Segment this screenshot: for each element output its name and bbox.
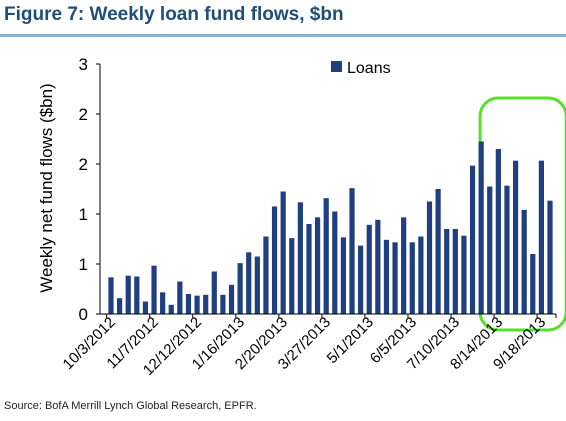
figure-title: Figure 7: Weekly loan fund flows, $bn bbox=[4, 4, 344, 25]
bar-loans-21 bbox=[289, 238, 295, 314]
bar-loans-3 bbox=[134, 276, 140, 314]
bar-loans-51 bbox=[547, 200, 553, 314]
bar-loans-19 bbox=[271, 206, 278, 314]
bar-loans-17 bbox=[254, 256, 260, 314]
bar-loans-33 bbox=[392, 242, 398, 314]
x-tick-label: 5/1/2013 bbox=[324, 314, 377, 367]
y-axis-title: Weekly net fund flows ($bn) bbox=[37, 83, 56, 292]
legend-label-loans: Loans bbox=[347, 60, 391, 77]
bar-loans-48 bbox=[521, 209, 527, 314]
bar-loans-27 bbox=[340, 237, 347, 314]
bar-loans-28 bbox=[349, 188, 355, 314]
bar-loans-43 bbox=[478, 141, 484, 314]
bar-loans-41 bbox=[461, 235, 467, 314]
bar-loans-22 bbox=[297, 202, 303, 314]
bar-loans-23 bbox=[306, 224, 312, 314]
bar-loans-42 bbox=[469, 165, 476, 314]
y-tick-label: 1 bbox=[79, 205, 88, 224]
bar-loans-24 bbox=[314, 217, 321, 314]
bar-loans-36 bbox=[418, 236, 424, 314]
bar-loans-31 bbox=[375, 219, 381, 314]
bar-loans-29 bbox=[358, 245, 364, 314]
bar-loans-34 bbox=[401, 217, 407, 314]
bar-loans-47 bbox=[512, 160, 519, 314]
bar-loans-12 bbox=[211, 271, 217, 314]
bar-loans-5 bbox=[151, 265, 157, 314]
bar-loans-45 bbox=[495, 149, 501, 314]
bar-loans-16 bbox=[246, 252, 252, 314]
source-note: Source: BofA Merrill Lynch Global Resear… bbox=[4, 400, 257, 412]
bar-loans-0 bbox=[108, 277, 114, 314]
bar-loans-46 bbox=[504, 185, 510, 314]
bar-loans-10 bbox=[194, 295, 200, 314]
bar-loans-18 bbox=[263, 236, 269, 314]
bar-loans-11 bbox=[203, 294, 209, 314]
y-tick-label: 0 bbox=[79, 305, 88, 324]
bar-loans-7 bbox=[168, 304, 174, 314]
bar-loans-20 bbox=[280, 191, 286, 314]
bar-loans-9 bbox=[185, 294, 192, 314]
bar-loans-44 bbox=[487, 186, 493, 314]
bar-loans-2 bbox=[125, 275, 131, 314]
bar-loans-49 bbox=[530, 254, 536, 314]
bar-loans-39 bbox=[444, 229, 450, 314]
title-rule bbox=[0, 34, 566, 37]
y-tick-label: 2 bbox=[79, 105, 88, 124]
bar-loans-26 bbox=[332, 211, 338, 314]
bar-loans-1 bbox=[117, 298, 123, 314]
bar-loans-6 bbox=[160, 292, 166, 314]
y-tick-label: 2 bbox=[79, 155, 88, 174]
bar-loans-38 bbox=[435, 189, 441, 314]
y-tick-label: 3 bbox=[79, 55, 88, 74]
bar-loans-37 bbox=[426, 201, 433, 314]
bar-loans-25 bbox=[323, 198, 329, 314]
bar-loans-32 bbox=[383, 239, 390, 314]
y-tick-label: 1 bbox=[79, 255, 88, 274]
bar-loans-15 bbox=[237, 263, 243, 314]
bar-loans-50 bbox=[538, 160, 544, 314]
bar-loans-4 bbox=[142, 301, 149, 314]
legend-swatch-loans bbox=[331, 61, 342, 72]
bar-loans-30 bbox=[366, 224, 372, 314]
bar-loans-40 bbox=[452, 229, 458, 314]
bar-loans-14 bbox=[228, 284, 235, 314]
bar-loans-8 bbox=[177, 281, 183, 314]
bar-loans-13 bbox=[220, 294, 226, 314]
bar-loans-35 bbox=[409, 242, 415, 314]
